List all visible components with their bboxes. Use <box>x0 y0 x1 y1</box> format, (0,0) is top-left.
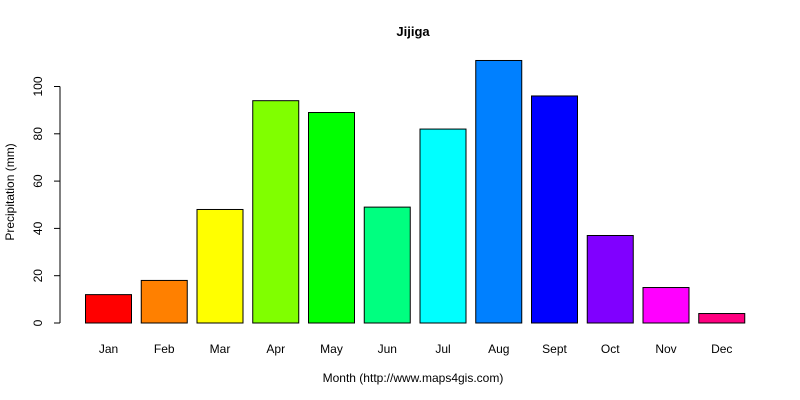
y-tick-label: 60 <box>31 174 45 188</box>
x-tick-label: Jan <box>99 342 118 356</box>
bar-jan <box>85 294 132 324</box>
x-tick-label: Apr <box>266 342 285 356</box>
x-tick-label: Nov <box>655 342 676 356</box>
bar-oct <box>586 234 634 324</box>
y-tick-label: 0 <box>31 319 45 326</box>
y-axis: 0 20 40 60 80 100 <box>31 76 61 326</box>
x-tick-label: May <box>320 342 343 356</box>
x-tick-label: Sept <box>542 342 567 356</box>
bar-dec <box>698 313 746 324</box>
y-tick-label: 80 <box>31 127 45 141</box>
x-tick-label: Oct <box>601 342 620 356</box>
bar-jul <box>419 128 467 324</box>
x-tick-label: Dec <box>711 342 732 356</box>
bars-group <box>85 59 746 324</box>
bar-sept <box>531 95 578 324</box>
y-tick-label: 20 <box>31 269 45 283</box>
bar-may <box>308 112 355 324</box>
bar-aug <box>475 59 523 324</box>
y-axis-label: Precipitation (mm) <box>3 143 17 240</box>
x-tick-label: Jun <box>378 342 397 356</box>
y-tick-label: 40 <box>31 221 45 235</box>
bar-apr <box>252 100 300 324</box>
bar-jun <box>363 206 411 324</box>
chart-title: Jijiga <box>396 24 430 39</box>
bar-mar <box>196 208 244 324</box>
x-tick-label: Aug <box>488 342 509 356</box>
bar-nov <box>642 287 690 324</box>
x-tick-label: Mar <box>210 342 231 356</box>
x-tick-label: Jul <box>435 342 450 356</box>
bar-feb <box>140 279 188 324</box>
x-axis-label: Month (http://www.maps4gis.com) <box>323 371 504 385</box>
x-tick-labels: Jan Feb Mar Apr May Jun Jul Aug Sept Oct Nov Dec <box>99 342 733 356</box>
y-tick-label: 100 <box>31 76 45 96</box>
x-tick-label: Feb <box>154 342 175 356</box>
